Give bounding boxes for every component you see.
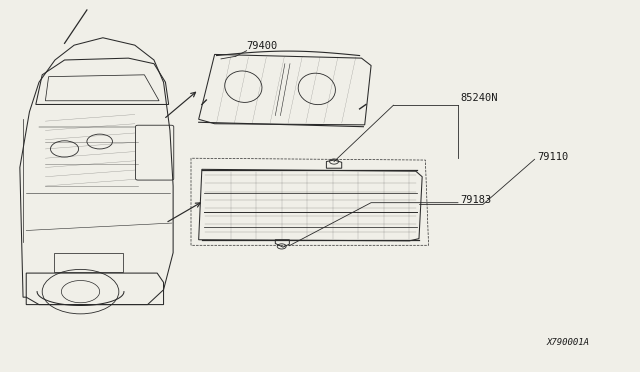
- Text: 79183: 79183: [461, 195, 492, 205]
- Text: 79400: 79400: [246, 41, 278, 51]
- Text: 79110: 79110: [537, 152, 568, 162]
- Text: 85240N: 85240N: [461, 93, 498, 103]
- Text: X790001A: X790001A: [547, 338, 589, 347]
